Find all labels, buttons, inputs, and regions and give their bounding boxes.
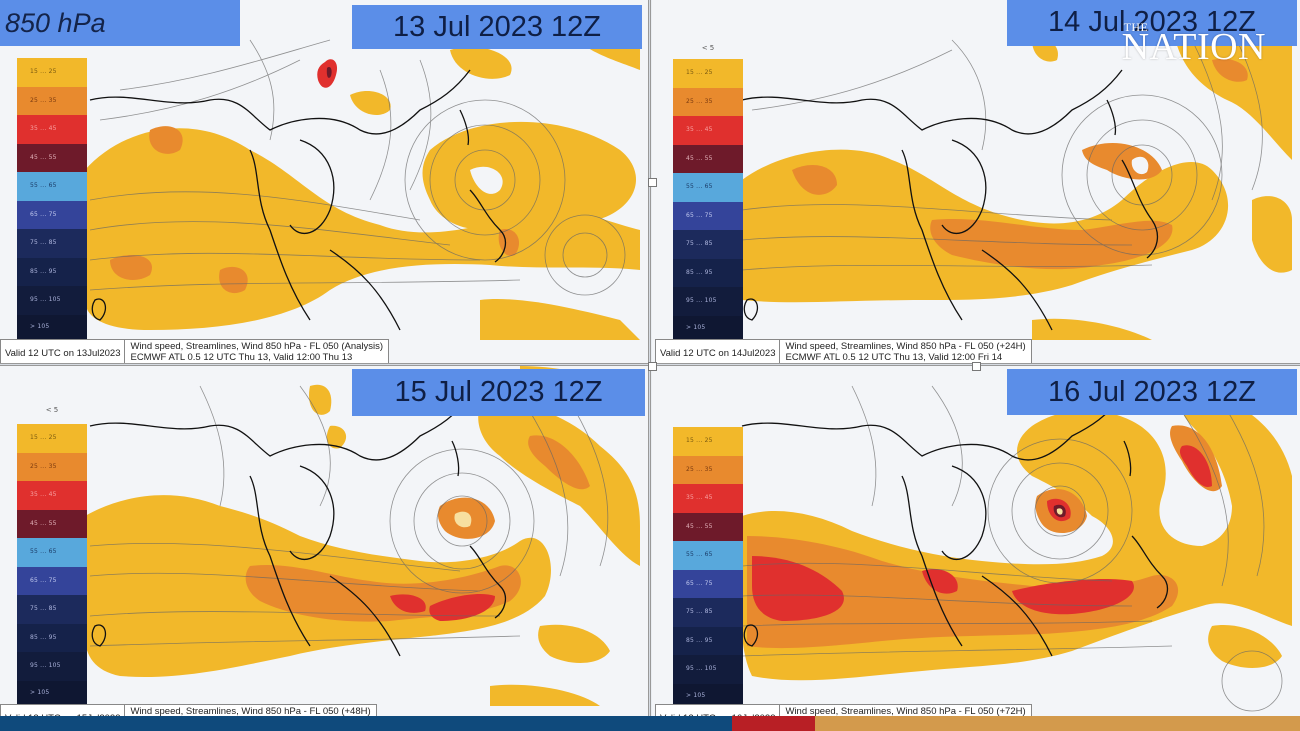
product-description: Wind speed, Streamlines, Wind 850 hPa - …	[780, 705, 1030, 716]
product-description: Wind speed, Streamlines, Wind 850 hPa - …	[125, 705, 375, 716]
legend-item: 35 ... 45	[17, 115, 87, 144]
product-line-2: ECMWF ATL 0.5 12 UTC Thu 13, Valid 12:00…	[785, 351, 1003, 363]
legend-item: > 105	[17, 314, 87, 339]
legend-item: 95 ... 105	[673, 287, 743, 316]
pressure-level-label: 850 hPa	[0, 0, 240, 46]
legend-item: 25 ... 35	[17, 452, 87, 481]
legend-item: 55 ... 65	[17, 172, 87, 201]
legend-item: 75 ... 85	[17, 595, 87, 624]
legend-item: 45 ... 55	[17, 509, 87, 538]
wind-map-15jul	[0, 366, 648, 716]
legend-item: 85 ... 95	[17, 623, 87, 652]
legend-item: 75 ... 85	[17, 229, 87, 258]
product-line-1: Wind speed, Streamlines, Wind 850 hPa - …	[130, 706, 371, 716]
panel-date-title: 13 Jul 2023 12Z	[352, 5, 642, 49]
legend-item: 35 ... 45	[673, 116, 743, 145]
legend-item: 35 ... 45	[17, 481, 87, 510]
legend-item: 15 ... 25	[673, 59, 743, 88]
wind-map-13jul	[0, 0, 648, 363]
the-nation-logo: THE NATION	[1122, 18, 1266, 66]
brand-color-bar	[0, 716, 1300, 731]
legend-item: 45 ... 55	[673, 144, 743, 173]
brand-bar-blue	[0, 716, 732, 731]
brand-bar-tan	[815, 716, 1300, 731]
legend-item: 75 ... 85	[673, 598, 743, 627]
logo-the: THE	[1123, 20, 1149, 34]
forecast-panel-14jul: 14 Jul 2023 12Z < 5 15 ... 25 25 ... 35 …	[652, 0, 1300, 363]
panel-caption: Valid 12 UTC on 14Jul2023 Wind speed, St…	[655, 339, 1032, 363]
valid-time-label: Valid 12 UTC on 13Jul2023	[1, 340, 126, 363]
legend-item: > 105	[17, 680, 87, 705]
legend-item: 15 ... 25	[17, 424, 87, 453]
legend-item: 95 ... 105	[17, 652, 87, 681]
legend-item: 85 ... 95	[673, 258, 743, 287]
legend-item: 95 ... 105	[17, 286, 87, 315]
legend-item: 55 ... 65	[17, 538, 87, 567]
wind-speed-legend: 15 ... 25 25 ... 35 35 ... 45 45 ... 55 …	[673, 427, 743, 708]
logo-nation: NATION	[1121, 26, 1266, 68]
legend-item: > 105	[673, 683, 743, 708]
resize-handle	[648, 362, 657, 371]
legend-top-label: < 5	[701, 44, 715, 52]
product-line-1: Wind speed, Streamlines, Wind 850 hPa - …	[785, 341, 1026, 352]
legend-item: 85 ... 95	[17, 257, 87, 286]
resize-handle	[972, 362, 981, 371]
legend-item: 65 ... 75	[673, 201, 743, 230]
product-line-2: ECMWF ATL 0.5 12 UTC Thu 13, Valid 12:00…	[130, 351, 353, 363]
panel-caption: Valid 12 UTC on 13Jul2023 Wind speed, St…	[0, 339, 390, 363]
legend-item: > 105	[673, 315, 743, 340]
legend-item: 85 ... 95	[673, 626, 743, 655]
wind-speed-legend: < 5 15 ... 25 25 ... 35 35 ... 45 45 ...…	[17, 396, 87, 705]
panel-divider-vertical	[648, 0, 651, 716]
wind-map-14jul	[652, 0, 1300, 363]
legend-item: 15 ... 25	[673, 427, 743, 456]
legend-item: 95 ... 105	[673, 655, 743, 684]
product-line-1: Wind speed, Streamlines, Wind 850 hPa - …	[130, 341, 384, 352]
legend-item: 15 ... 25	[17, 58, 87, 87]
legend-top-label: < 5	[45, 406, 59, 414]
valid-time-label: Valid 12 UTC on 14Jul2023	[656, 340, 781, 363]
wind-map-16jul	[652, 366, 1300, 716]
product-description: Wind speed, Streamlines, Wind 850 hPa - …	[780, 340, 1030, 363]
forecast-panel-15jul: 15 Jul 2023 12Z < 5 15 ... 25 25 ... 35 …	[0, 366, 648, 716]
legend-item: 65 ... 75	[673, 569, 743, 598]
product-description: Wind speed, Streamlines, Wind 850 hPa - …	[125, 340, 388, 363]
legend-item: 25 ... 35	[673, 87, 743, 116]
legend-item: 25 ... 35	[673, 455, 743, 484]
wind-speed-legend: < 5 15 ... 25 25 ... 35 35 ... 45 45 ...…	[673, 37, 743, 340]
legend-item: 65 ... 75	[17, 566, 87, 595]
legend-item: 45 ... 55	[17, 143, 87, 172]
forecast-panel-13jul: 850 hPa 13 Jul 2023 12Z 15 ... 25 25 ...…	[0, 0, 648, 363]
wind-speed-legend: 15 ... 25 25 ... 35 35 ... 45 45 ... 55 …	[17, 58, 87, 339]
brand-bar-red	[732, 716, 815, 731]
panel-date-title: 14 Jul 2023 12Z	[1007, 0, 1297, 46]
legend-item: 55 ... 65	[673, 173, 743, 202]
legend-item: 75 ... 85	[673, 230, 743, 259]
legend-item: 65 ... 75	[17, 200, 87, 229]
legend-item: 25 ... 35	[17, 86, 87, 115]
resize-handle	[648, 178, 657, 187]
legend-item: 35 ... 45	[673, 484, 743, 513]
panel-date-title: 16 Jul 2023 12Z	[1007, 369, 1297, 415]
legend-item: 45 ... 55	[673, 512, 743, 541]
panel-date-title: 15 Jul 2023 12Z	[352, 369, 645, 416]
product-line-1: Wind speed, Streamlines, Wind 850 hPa - …	[785, 706, 1026, 716]
forecast-panel-16jul: 16 Jul 2023 12Z 15 ... 25 25 ... 35 35 .…	[652, 366, 1300, 716]
legend-item: 55 ... 65	[673, 541, 743, 570]
